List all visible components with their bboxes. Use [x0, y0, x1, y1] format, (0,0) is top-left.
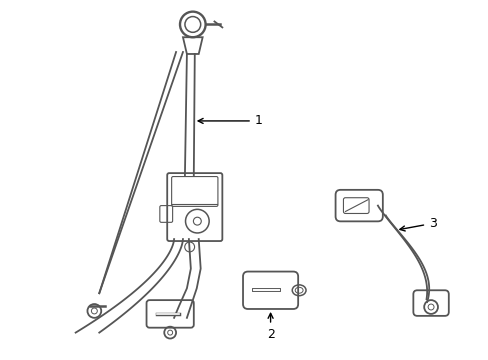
- Text: 1: 1: [198, 114, 262, 127]
- Text: 3: 3: [399, 217, 436, 231]
- Text: 2: 2: [266, 313, 274, 341]
